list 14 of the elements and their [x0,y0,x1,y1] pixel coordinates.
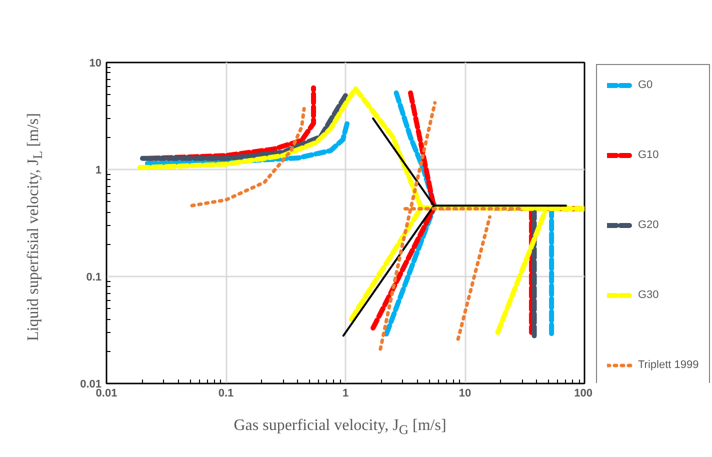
legend-label: G30 [638,289,659,301]
x-tick-label: 10 [458,388,472,400]
x-tick-label: 1 [342,388,349,400]
x-tick-label: 0.1 [218,388,234,400]
legend-label: Triplett 1999 [638,359,699,371]
legend-label: G0 [638,79,654,91]
y-tick-label: 10 [89,58,102,70]
y-tick-label: 0.01 [80,378,102,390]
y-tick-label: 0.1 [86,272,102,284]
legend-label: G10 [638,149,659,161]
x-tick-label: 100 [574,388,593,400]
x-axis-title: Gas superficial velocity, J$_{G}$ [m/s] [232,416,448,440]
legend-label: G20 [638,219,659,231]
y-tick-label: 1 [95,164,102,176]
